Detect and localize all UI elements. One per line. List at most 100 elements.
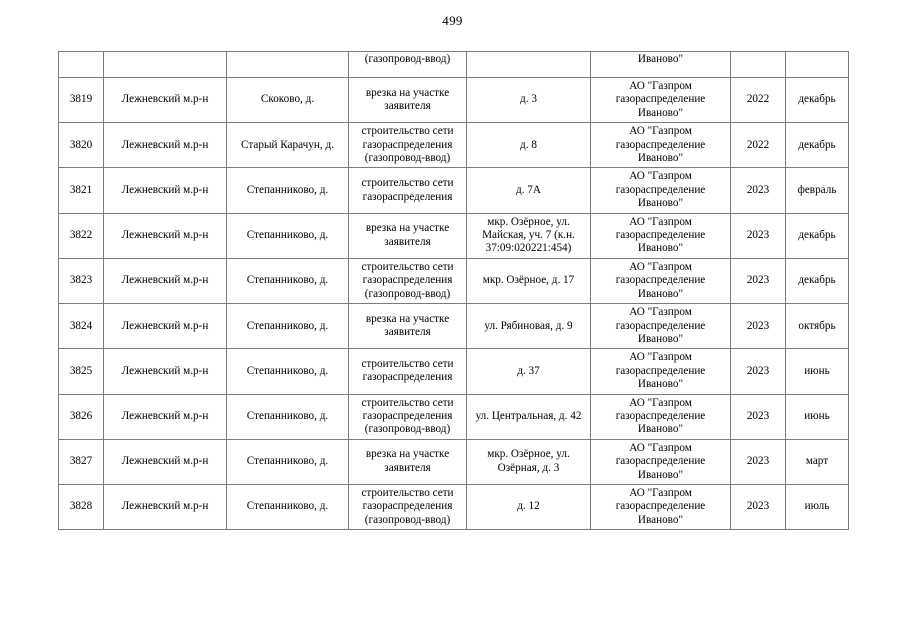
cell-month: март xyxy=(785,438,849,485)
cell-settlement: Степанниково, д. xyxy=(226,167,349,214)
cell-number: 3820 xyxy=(58,122,104,169)
cell-year: 2023 xyxy=(730,257,786,305)
cell-settlement: Степанниково, д. xyxy=(226,438,349,485)
cell-settlement: Степанниково, д. xyxy=(226,348,349,395)
cell-address: ул. Рябиновая, д. 9 xyxy=(466,303,591,350)
cell-number: 3819 xyxy=(58,76,104,124)
cell-address: д. 37 xyxy=(466,348,591,395)
cell-month xyxy=(785,51,849,78)
table-row: 3824 Лежневский м.р-н Степанниково, д. в… xyxy=(58,303,849,350)
cell-month: июнь xyxy=(785,348,849,395)
cell-year: 2023 xyxy=(730,438,786,485)
table-row: 3820 Лежневский м.р-н Старый Карачун, д.… xyxy=(58,122,849,169)
cell-district: Лежневский м.р-н xyxy=(103,76,227,124)
cell-number: 3826 xyxy=(58,393,104,440)
cell-work-type: (газопровод-ввод) xyxy=(348,51,467,78)
cell-number: 3827 xyxy=(58,438,104,485)
cell-settlement: Степанниково, д. xyxy=(226,393,349,440)
cell-district: Лежневский м.р-н xyxy=(103,348,227,395)
cell-organization: АО "Газпром газораспределение Иваново" xyxy=(590,257,731,305)
cell-work-type: строительство сети газораспределения (га… xyxy=(348,393,467,440)
cell-address: мкр. Озёрное, ул. Майская, уч. 7 (к.н. 3… xyxy=(466,212,591,259)
cell-district: Лежневский м.р-н xyxy=(103,122,227,169)
cell-address: д. 8 xyxy=(466,122,591,169)
cell-district: Лежневский м.р-н xyxy=(103,393,227,440)
cell-year: 2022 xyxy=(730,122,786,169)
cell-organization: АО "Газпром газораспределение Иваново" xyxy=(590,303,731,350)
cell-organization: АО "Газпром газораспределение Иваново" xyxy=(590,483,731,531)
cell-district: Лежневский м.р-н xyxy=(103,303,227,350)
table-row: 3823 Лежневский м.р-н Степанниково, д. с… xyxy=(58,257,849,305)
cell-year: 2023 xyxy=(730,348,786,395)
cell-organization: АО "Газпром газораспределение Иваново" xyxy=(590,167,731,214)
cell-address: мкр. Озёрное, д. 17 xyxy=(466,257,591,305)
cell-year: 2023 xyxy=(730,167,786,214)
cell-district xyxy=(103,51,227,78)
cell-work-type: врезка на участке заявителя xyxy=(348,303,467,350)
cell-year: 2023 xyxy=(730,483,786,531)
cell-settlement: Степанниково, д. xyxy=(226,303,349,350)
cell-organization: Иваново" xyxy=(590,51,731,78)
cell-month: декабрь xyxy=(785,257,849,305)
cell-month: июнь xyxy=(785,393,849,440)
table-row: 3822 Лежневский м.р-н Степанниково, д. в… xyxy=(58,212,849,259)
cell-organization: АО "Газпром газораспределение Иваново" xyxy=(590,212,731,259)
table-row: 3821 Лежневский м.р-н Степанниково, д. с… xyxy=(58,167,849,214)
table-row: 3826 Лежневский м.р-н Степанниково, д. с… xyxy=(58,393,849,440)
cell-number: 3823 xyxy=(58,257,104,305)
cell-district: Лежневский м.р-н xyxy=(103,438,227,485)
cell-address: д. 12 xyxy=(466,483,591,531)
cell-work-type: строительство сети газораспределения (га… xyxy=(348,122,467,169)
cell-month: декабрь xyxy=(785,122,849,169)
cell-settlement: Степанниково, д. xyxy=(226,483,349,531)
table-row-continuation: (газопровод-ввод) Иваново" xyxy=(58,51,849,78)
cell-organization: АО "Газпром газораспределение Иваново" xyxy=(590,76,731,124)
cell-address: д. 7А xyxy=(466,167,591,214)
cell-year: 2023 xyxy=(730,212,786,259)
cell-work-type: строительство сети газораспределения xyxy=(348,167,467,214)
cell-number xyxy=(58,51,104,78)
cell-year: 2023 xyxy=(730,393,786,440)
cell-address: д. 3 xyxy=(466,76,591,124)
cell-year xyxy=(730,51,786,78)
cell-settlement: Скоково, д. xyxy=(226,76,349,124)
cell-organization: АО "Газпром газораспределение Иваново" xyxy=(590,348,731,395)
cell-number: 3822 xyxy=(58,212,104,259)
cell-number: 3828 xyxy=(58,483,104,531)
cell-district: Лежневский м.р-н xyxy=(103,483,227,531)
gasification-registry-table: (газопровод-ввод) Иваново" 3819 Лежневск… xyxy=(58,51,849,531)
cell-year: 2023 xyxy=(730,303,786,350)
page-number: 499 xyxy=(442,13,463,28)
cell-work-type: врезка на участке заявителя xyxy=(348,212,467,259)
cell-settlement: Степанниково, д. xyxy=(226,257,349,305)
cell-work-type: врезка на участке заявителя xyxy=(348,438,467,485)
table-row: 3819 Лежневский м.р-н Скоково, д. врезка… xyxy=(58,76,849,124)
cell-number: 3821 xyxy=(58,167,104,214)
cell-address: мкр. Озёрное, ул. Озёрная, д. 3 xyxy=(466,438,591,485)
cell-year: 2022 xyxy=(730,76,786,124)
cell-work-type: строительство сети газораспределения (га… xyxy=(348,483,467,531)
cell-number: 3824 xyxy=(58,303,104,350)
cell-district: Лежневский м.р-н xyxy=(103,212,227,259)
table-body: (газопровод-ввод) Иваново" 3819 Лежневск… xyxy=(58,51,849,531)
cell-month: декабрь xyxy=(785,212,849,259)
cell-settlement xyxy=(226,51,349,78)
cell-organization: АО "Газпром газораспределение Иваново" xyxy=(590,122,731,169)
cell-number: 3825 xyxy=(58,348,104,395)
table-row: 3825 Лежневский м.р-н Степанниково, д. с… xyxy=(58,348,849,395)
cell-address: ул. Центральная, д. 42 xyxy=(466,393,591,440)
cell-organization: АО "Газпром газораспределение Иваново" xyxy=(590,438,731,485)
cell-month: февраль xyxy=(785,167,849,214)
cell-district: Лежневский м.р-н xyxy=(103,257,227,305)
cell-settlement: Старый Карачун, д. xyxy=(226,122,349,169)
cell-address xyxy=(466,51,591,78)
cell-work-type: строительство сети газораспределения (га… xyxy=(348,257,467,305)
cell-month: октябрь xyxy=(785,303,849,350)
cell-month: декабрь xyxy=(785,76,849,124)
cell-organization: АО "Газпром газораспределение Иваново" xyxy=(590,393,731,440)
cell-district: Лежневский м.р-н xyxy=(103,167,227,214)
cell-settlement: Степанниково, д. xyxy=(226,212,349,259)
cell-work-type: строительство сети газораспределения xyxy=(348,348,467,395)
table-row: 3828 Лежневский м.р-н Степанниково, д. с… xyxy=(58,483,849,531)
